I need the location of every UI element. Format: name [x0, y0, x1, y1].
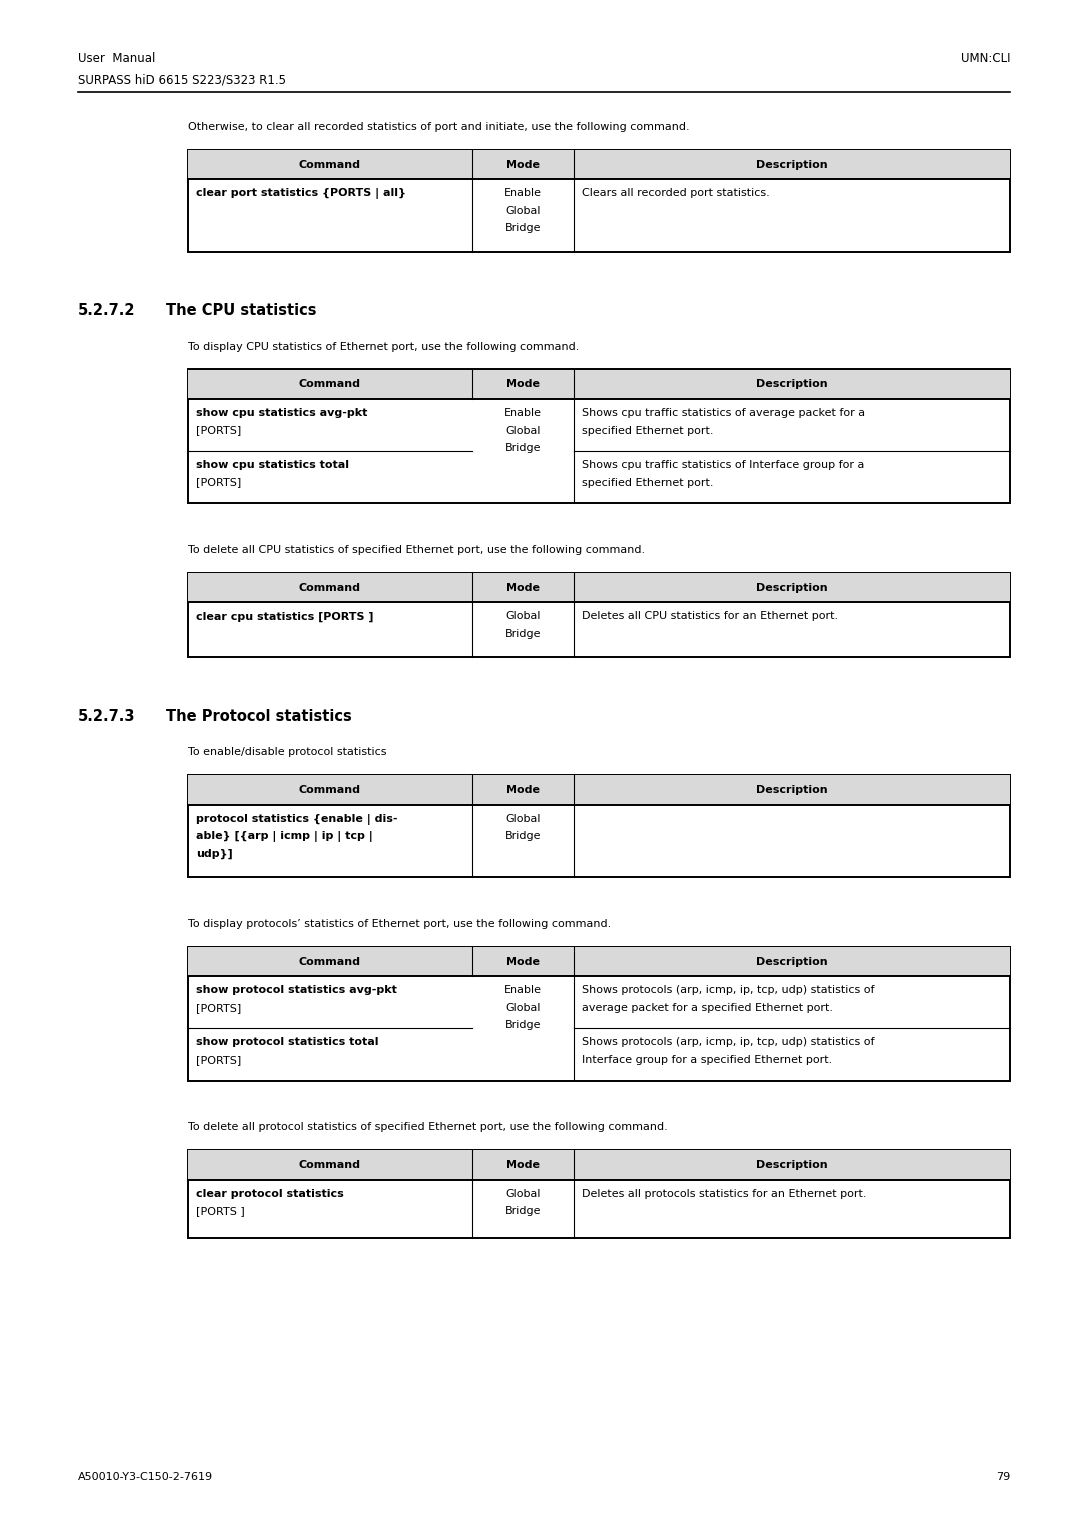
Text: Command: Command	[299, 379, 361, 389]
Text: Bridge: Bridge	[504, 832, 541, 841]
Text: The Protocol statistics: The Protocol statistics	[166, 710, 352, 724]
Text: Global: Global	[505, 426, 541, 435]
Text: Mode: Mode	[505, 785, 540, 796]
Text: 5.2.7.2: 5.2.7.2	[78, 304, 135, 319]
Text: show cpu statistics total: show cpu statistics total	[195, 460, 349, 470]
Text: clear cpu statistics [PORTS ]: clear cpu statistics [PORTS ]	[195, 611, 374, 621]
Text: Shows protocols (arp, icmp, ip, tcp, udp) statistics of: Shows protocols (arp, icmp, ip, tcp, udp…	[582, 985, 875, 996]
Text: show protocol statistics avg-pkt: show protocol statistics avg-pkt	[195, 985, 396, 996]
Bar	[188, 776, 1010, 805]
Bar	[188, 370, 1010, 502]
Text: Description: Description	[756, 379, 828, 389]
Text: Command: Command	[299, 957, 361, 967]
Text: [PORTS ]: [PORTS ]	[195, 1206, 245, 1217]
Text: Shows cpu traffic statistics of Interface group for a: Shows cpu traffic statistics of Interfac…	[582, 460, 865, 470]
Bar	[188, 947, 1010, 1081]
Text: Mode: Mode	[505, 957, 540, 967]
Text: average packet for a specified Ethernet port.: average packet for a specified Ethernet …	[582, 1003, 834, 1012]
Text: Description: Description	[756, 583, 828, 592]
Text: To delete all CPU statistics of specified Ethernet port, use the following comma: To delete all CPU statistics of specifie…	[188, 545, 645, 554]
Text: To delete all protocol statistics of specified Ethernet port, use the following : To delete all protocol statistics of spe…	[188, 1122, 667, 1133]
Bar	[188, 150, 1010, 252]
Bar	[188, 573, 1010, 603]
Text: Global: Global	[505, 1190, 541, 1199]
Bar	[188, 1150, 1010, 1238]
Text: Global: Global	[505, 206, 541, 215]
Text: Bridge: Bridge	[504, 443, 541, 454]
Text: Deletes all CPU statistics for an Ethernet port.: Deletes all CPU statistics for an Ethern…	[582, 611, 838, 621]
Text: To display CPU statistics of Ethernet port, use the following command.: To display CPU statistics of Ethernet po…	[188, 342, 579, 351]
Bar	[188, 573, 1010, 658]
Bar	[188, 370, 1010, 399]
Text: protocol statistics {enable | dis-: protocol statistics {enable | dis-	[195, 814, 397, 825]
Text: specified Ethernet port.: specified Ethernet port.	[582, 426, 714, 435]
Text: Bridge: Bridge	[504, 1206, 541, 1217]
Text: Enable: Enable	[504, 408, 542, 418]
Bar	[188, 150, 1010, 180]
Text: Command: Command	[299, 583, 361, 592]
Text: Command: Command	[299, 160, 361, 169]
Text: To enable/disable protocol statistics: To enable/disable protocol statistics	[188, 748, 387, 757]
Text: Shows cpu traffic statistics of average packet for a: Shows cpu traffic statistics of average …	[582, 408, 865, 418]
Text: Description: Description	[756, 1161, 828, 1170]
Text: show protocol statistics total: show protocol statistics total	[195, 1037, 378, 1048]
Text: specified Ethernet port.: specified Ethernet port.	[582, 478, 714, 487]
Text: Global: Global	[505, 814, 541, 825]
Text: able} [{arp | icmp | ip | tcp |: able} [{arp | icmp | ip | tcp |	[195, 832, 373, 843]
Text: clear protocol statistics: clear protocol statistics	[195, 1190, 343, 1199]
Text: Bridge: Bridge	[504, 1020, 541, 1031]
Text: Deletes all protocols statistics for an Ethernet port.: Deletes all protocols statistics for an …	[582, 1190, 867, 1199]
Text: Shows protocols (arp, icmp, ip, tcp, udp) statistics of: Shows protocols (arp, icmp, ip, tcp, udp…	[582, 1037, 875, 1048]
Text: To display protocols’ statistics of Ethernet port, use the following command.: To display protocols’ statistics of Ethe…	[188, 919, 611, 928]
Text: The CPU statistics: The CPU statistics	[166, 304, 316, 319]
Text: Mode: Mode	[505, 160, 540, 169]
Text: Interface group for a specified Ethernet port.: Interface group for a specified Ethernet…	[582, 1055, 833, 1064]
Text: 79: 79	[996, 1472, 1010, 1483]
Text: Bridge: Bridge	[504, 629, 541, 638]
Text: UMN:CLI: UMN:CLI	[960, 52, 1010, 66]
Bar	[188, 776, 1010, 876]
Text: [PORTS]: [PORTS]	[195, 1003, 241, 1012]
Text: A50010-Y3-C150-2-7619: A50010-Y3-C150-2-7619	[78, 1472, 213, 1483]
Text: show cpu statistics avg-pkt: show cpu statistics avg-pkt	[195, 408, 367, 418]
Text: [PORTS]: [PORTS]	[195, 478, 241, 487]
Text: 5.2.7.3: 5.2.7.3	[78, 710, 135, 724]
Text: Enable: Enable	[504, 188, 542, 199]
Text: Mode: Mode	[505, 379, 540, 389]
Text: Command: Command	[299, 785, 361, 796]
Text: Description: Description	[756, 957, 828, 967]
Text: Command: Command	[299, 1161, 361, 1170]
Text: User  Manual: User Manual	[78, 52, 156, 66]
Text: Mode: Mode	[505, 583, 540, 592]
Text: Enable: Enable	[504, 985, 542, 996]
Text: Global: Global	[505, 1003, 541, 1012]
Text: Description: Description	[756, 160, 828, 169]
Text: udp}]: udp}]	[195, 849, 233, 860]
Text: Description: Description	[756, 785, 828, 796]
Text: Bridge: Bridge	[504, 223, 541, 234]
Bar	[188, 947, 1010, 976]
Text: clear port statistics {PORTS | all}: clear port statistics {PORTS | all}	[195, 188, 406, 200]
Bar	[188, 1150, 1010, 1180]
Text: Otherwise, to clear all recorded statistics of port and initiate, use the follow: Otherwise, to clear all recorded statist…	[188, 122, 690, 131]
Text: SURPASS hiD 6615 S223/S323 R1.5: SURPASS hiD 6615 S223/S323 R1.5	[78, 73, 286, 87]
Text: Clears all recorded port statistics.: Clears all recorded port statistics.	[582, 188, 770, 199]
Text: [PORTS]: [PORTS]	[195, 426, 241, 435]
Text: [PORTS]: [PORTS]	[195, 1055, 241, 1064]
Text: Global: Global	[505, 611, 541, 621]
Text: Mode: Mode	[505, 1161, 540, 1170]
